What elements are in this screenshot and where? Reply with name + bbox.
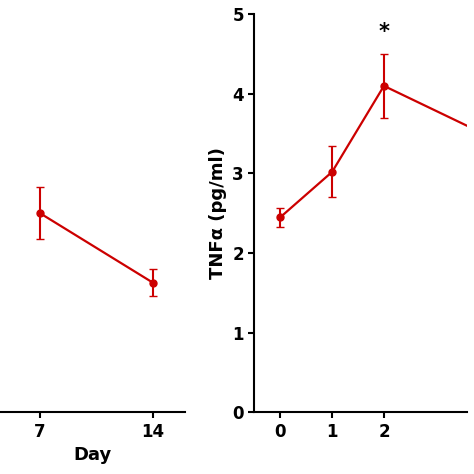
Text: B: B: [208, 0, 225, 2]
Text: *: *: [378, 22, 390, 42]
Y-axis label: TNFα (pg/ml): TNFα (pg/ml): [209, 147, 227, 279]
X-axis label: Day: Day: [73, 447, 111, 465]
